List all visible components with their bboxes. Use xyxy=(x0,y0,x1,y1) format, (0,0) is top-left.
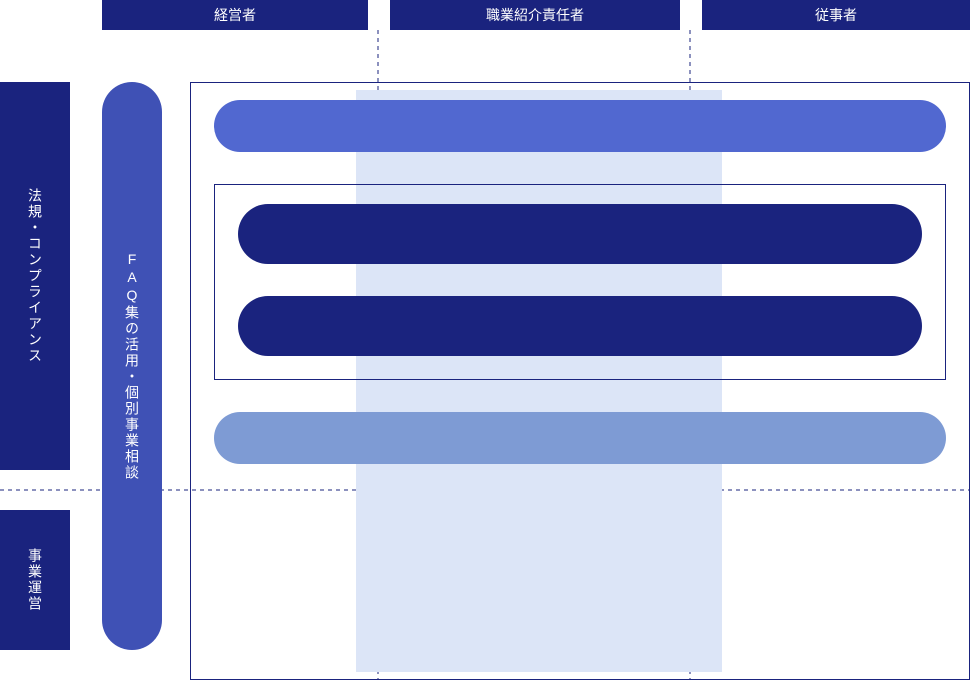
side-header-1-label: 事業運営 xyxy=(25,548,45,612)
top-header-1-label: 職業紹介責任者 xyxy=(486,5,584,25)
pale-panel xyxy=(356,90,722,672)
side-header-0: 法規・コンプライアンス xyxy=(0,82,70,470)
faq-pill: FAQ集の活用・個別事業相談 xyxy=(102,82,162,650)
top-header-0: 経営者 xyxy=(102,0,368,30)
top-header-0-label: 経営者 xyxy=(214,5,256,25)
top-header-2: 従事者 xyxy=(702,0,970,30)
top-header-2-label: 従事者 xyxy=(815,5,857,25)
inner-bar-0 xyxy=(238,204,922,264)
bar-1 xyxy=(214,412,946,464)
side-header-0-label: 法規・コンプライアンス xyxy=(25,188,45,364)
top-header-1: 職業紹介責任者 xyxy=(390,0,680,30)
inner-bar-1 xyxy=(238,296,922,356)
side-header-1: 事業運営 xyxy=(0,510,70,650)
bar-0 xyxy=(214,100,946,152)
faq-pill-label: FAQ集の活用・個別事業相談 xyxy=(122,251,142,481)
